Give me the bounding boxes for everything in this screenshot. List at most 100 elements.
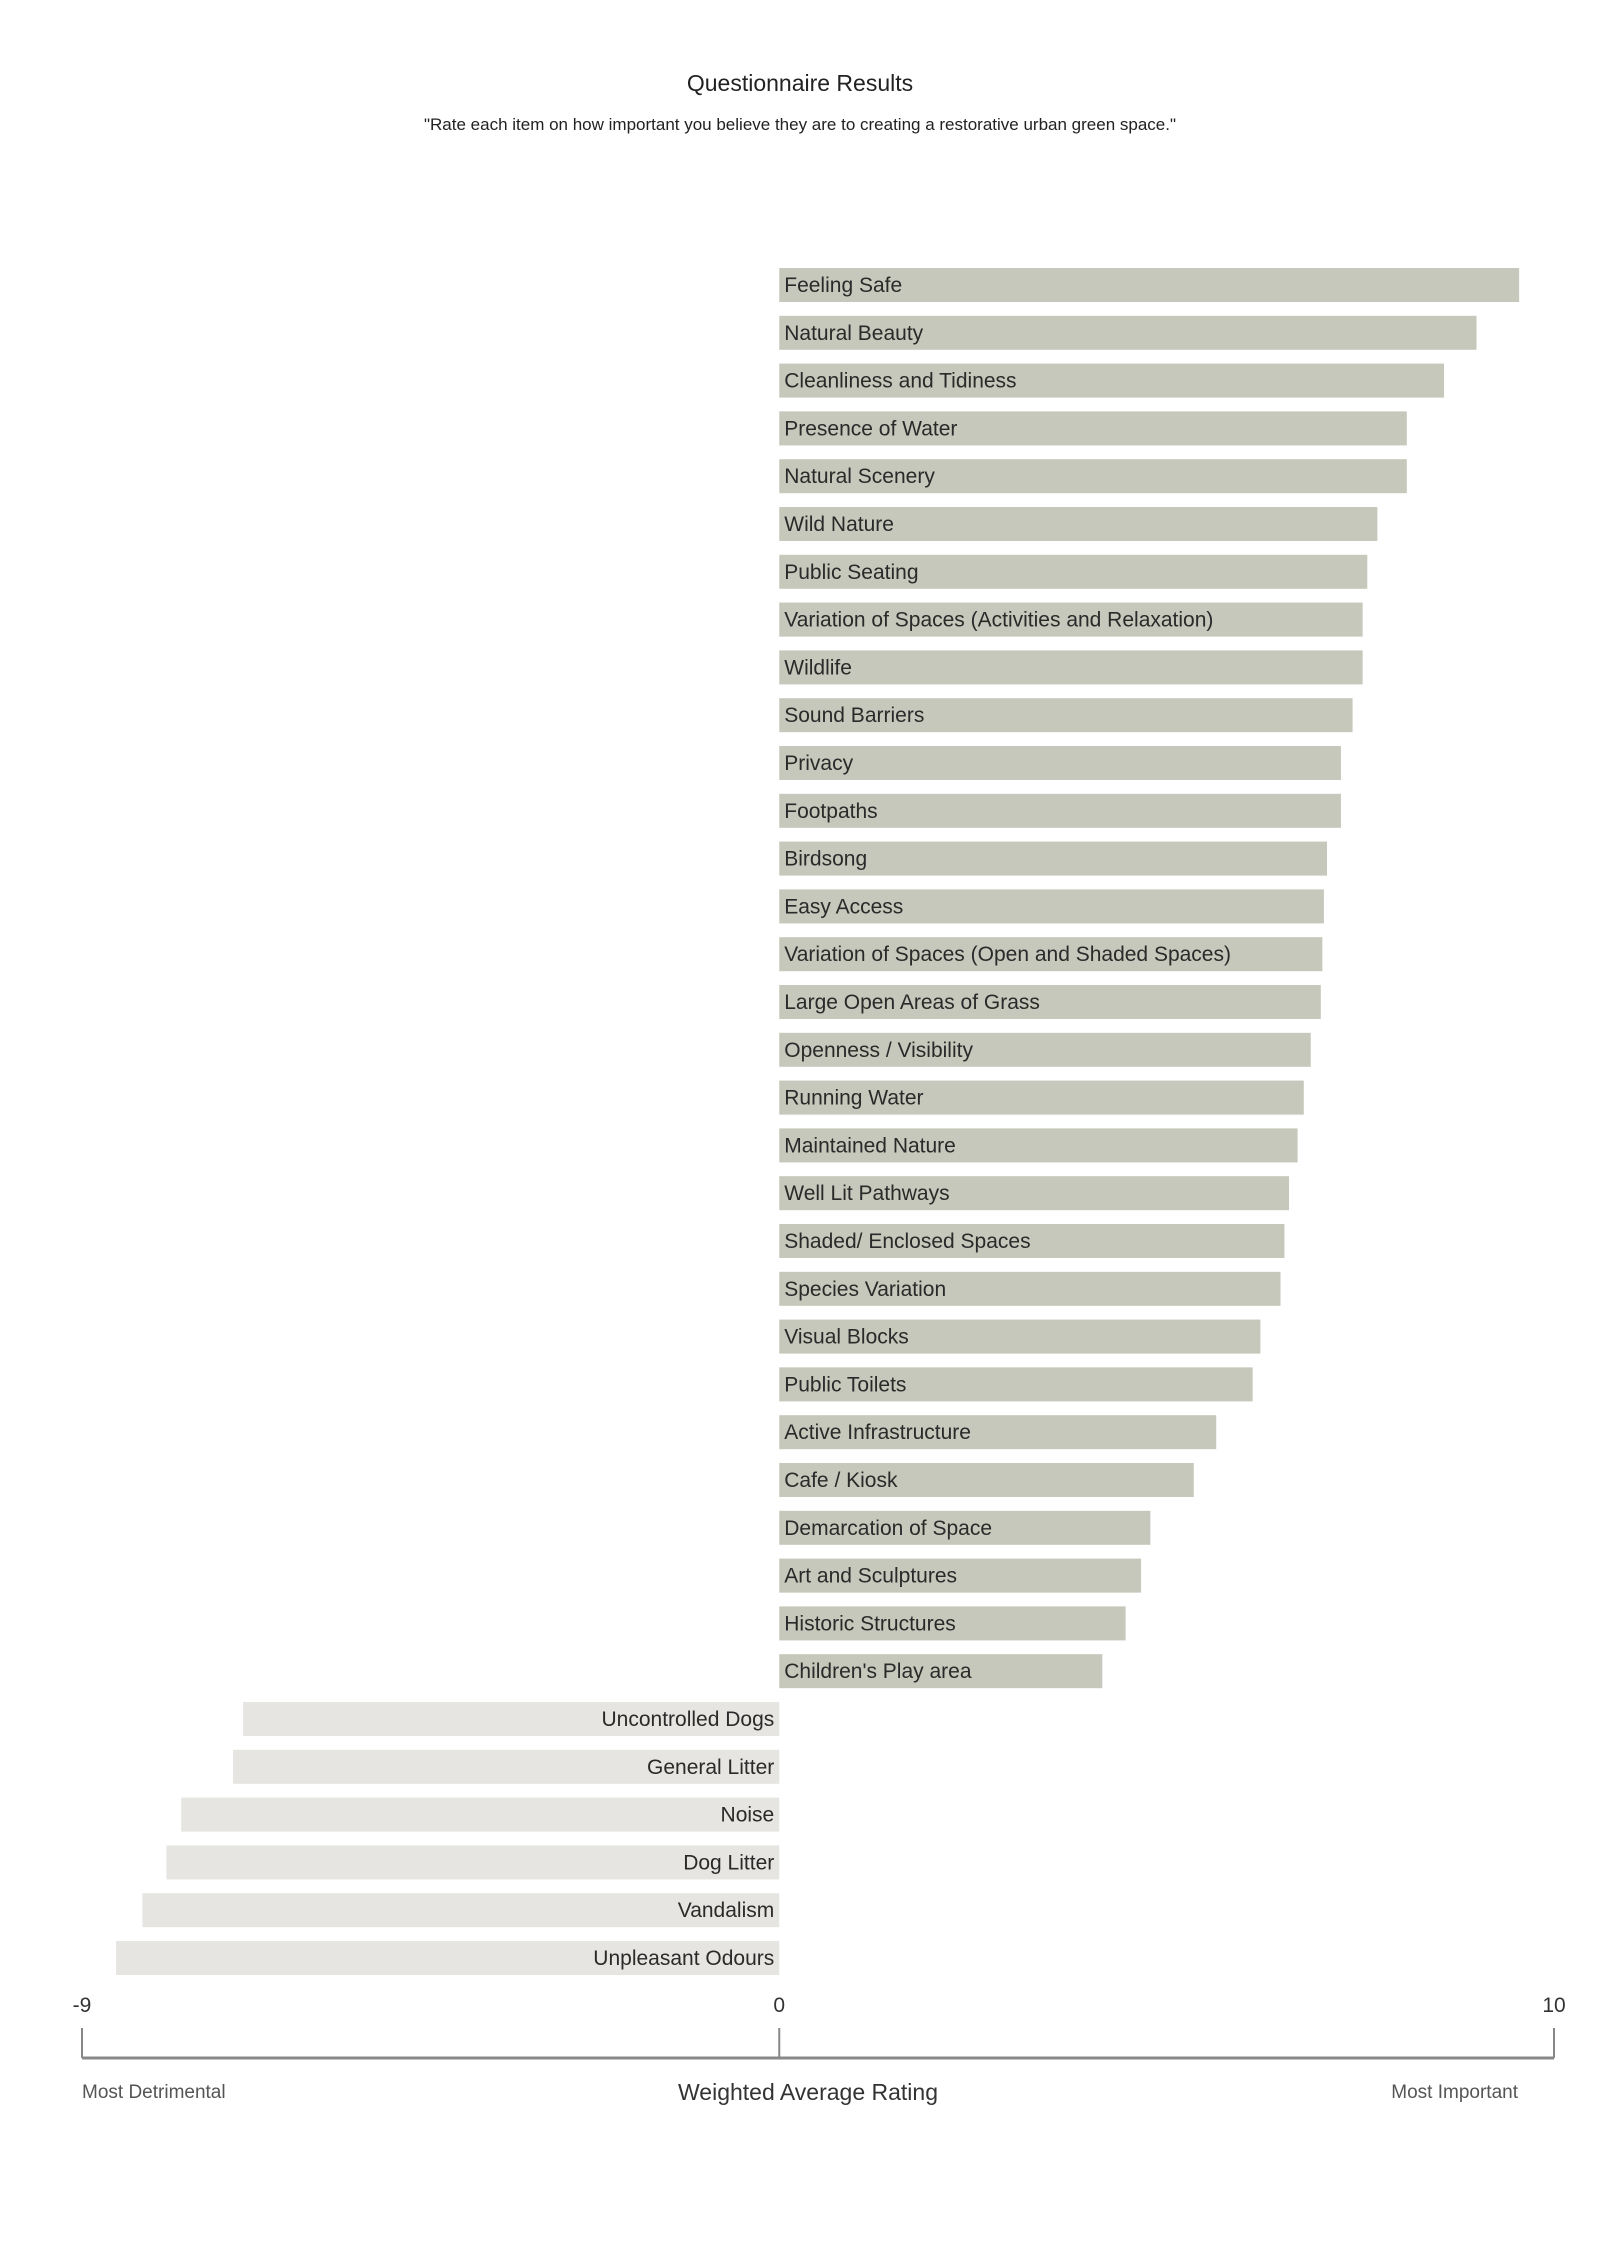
tick-label: -9 [73,1994,92,2017]
bar [779,411,1407,446]
bar [779,1224,1285,1258]
bar [779,459,1407,494]
bar [116,1941,780,1975]
bar-group: Wild Nature [779,507,1378,541]
bar-group: Uncontrolled Dogs [243,1702,780,1736]
bar [779,554,1368,589]
bar-group: General Litter [233,1749,780,1784]
bar-label: Vandalism [678,1899,775,1922]
right-annotation: Most Important [1391,2082,1518,2103]
bar-label: Wildlife [784,656,852,679]
bar [779,1463,1194,1497]
bar-label: Visual Blocks [784,1326,909,1349]
bar [779,602,1363,637]
bar-label: Natural Scenery [784,465,935,488]
bar-group: Active Infrastructure [779,1415,1217,1450]
bar-group: Easy Access [779,889,1324,924]
bar-label: Natural Beauty [784,322,923,345]
bar-group: Openness / Visibility [779,1032,1311,1067]
bar-group: Presence of Water [779,411,1407,446]
bar-group: Feeling Safe [779,268,1520,302]
bar-group: Natural Scenery [779,459,1407,494]
bar [166,1845,780,1880]
bar [779,363,1444,398]
x-axis-title: Weighted Average Rating [678,2079,938,2105]
bar-group: Public Toilets [779,1367,1253,1402]
bar-group: Variation of Spaces (Open and Shaded Spa… [779,937,1323,972]
bar-group: Privacy [779,746,1341,780]
bar-group: Art and Sculptures [779,1558,1142,1593]
bar [779,746,1341,780]
tick-label: 10 [1542,1994,1565,2017]
bar-label: Footpaths [784,800,877,823]
bar-label: Variation of Spaces (Open and Shaded Spa… [784,943,1231,966]
bar [779,1319,1261,1354]
chart-subtitle: "Rate each item on how important you bel… [424,115,1176,134]
bar-label: Variation of Spaces (Activities and Rela… [784,609,1213,632]
bar-group: Shaded/ Enclosed Spaces [779,1224,1285,1258]
bar-group: Cafe / Kiosk [779,1463,1194,1497]
bar-label: Active Infrastructure [784,1421,971,1444]
bar-group: Natural Beauty [779,315,1477,350]
bar [243,1702,780,1736]
bar-label: Dog Litter [683,1851,774,1874]
bar [779,985,1321,1019]
bar [779,793,1341,828]
bar-group: Well Lit Pathways [779,1176,1290,1211]
bar-group: Historic Structures [779,1606,1126,1641]
bar-label: Easy Access [784,895,903,918]
bar-label: Noise [721,1804,775,1827]
bar-group: Unpleasant Odours [116,1941,780,1975]
bar [779,315,1477,350]
bar-label: Unpleasant Odours [593,1947,774,1970]
bar-label: Feeling Safe [784,274,902,297]
bar-label: Public Toilets [784,1373,906,1396]
bar [779,1606,1126,1641]
bar-label: Cafe / Kiosk [784,1469,898,1492]
bar [779,889,1324,924]
bar [779,1128,1298,1163]
bar [181,1797,780,1832]
bar [779,937,1323,972]
bar-label: Art and Sculptures [784,1565,957,1588]
bar [779,841,1328,876]
bar-label: Species Variation [784,1278,946,1301]
bar-label: Demarcation of Space [784,1517,992,1540]
bar-label: Well Lit Pathways [784,1182,949,1205]
bar [233,1749,780,1784]
bar-label: Openness / Visibility [784,1039,973,1062]
bar-group: Maintained Nature [779,1128,1298,1163]
bar-label: Public Seating [784,561,918,584]
bar-group: Children's Play area [779,1654,1103,1689]
bar-label: Large Open Areas of Grass [784,991,1040,1014]
bar [779,507,1378,541]
bar-group: Large Open Areas of Grass [779,985,1321,1019]
bar [779,1415,1217,1450]
bar-group: Sound Barriers [779,698,1353,733]
bar-label: Shaded/ Enclosed Spaces [784,1230,1030,1253]
bar-label: Wild Nature [784,513,894,536]
bar-label: General Litter [647,1756,774,1779]
bar-group: Vandalism [142,1893,780,1928]
bar-label: Birdsong [784,848,867,871]
bar [779,1654,1103,1689]
bar-label: Presence of Water [784,417,957,440]
bar-group: Footpaths [779,793,1341,828]
bar [779,268,1520,302]
bar-label: Cleanliness and Tidiness [784,370,1016,393]
bar-label: Sound Barriers [784,704,924,727]
chart-title: Questionnaire Results [686,70,914,96]
bar-group: Birdsong [779,841,1328,876]
bar-group: Public Seating [779,554,1368,589]
bar-group: Demarcation of Space [779,1510,1151,1545]
bar-label: Maintained Nature [784,1134,956,1157]
bar [779,1080,1304,1115]
bar-group: Species Variation [779,1271,1281,1306]
bar-label: Privacy [784,752,853,775]
bar [779,698,1353,733]
bar-label: Uncontrolled Dogs [601,1708,774,1731]
bar-group: Running Water [779,1080,1304,1115]
bar [779,1176,1290,1211]
bar [779,1558,1142,1593]
